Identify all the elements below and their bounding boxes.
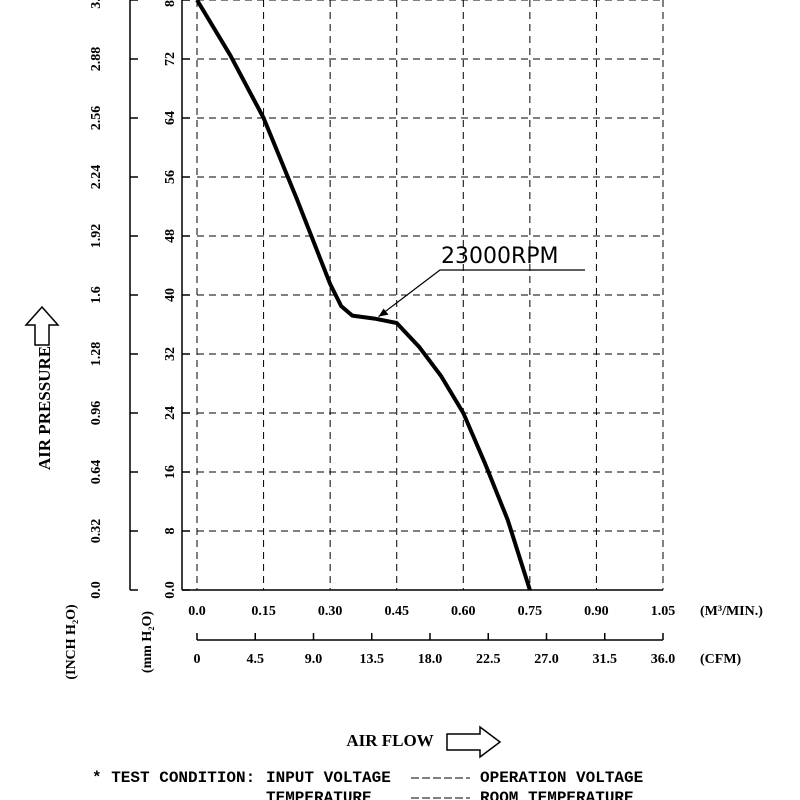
x-tick-label: 0.90 (584, 604, 609, 619)
x-tick-label: 0.60 (451, 604, 476, 619)
y-tick-label: 72 (163, 52, 178, 66)
y2-tick-label: 1.92 (89, 224, 104, 249)
x-axis-label: AIR FLOW (346, 731, 433, 750)
x2-tick-label: 0 (194, 652, 201, 667)
x2-tick-label: 4.5 (247, 652, 265, 667)
y-tick-label: 32 (163, 347, 178, 361)
y2-tick-label: 2.56 (89, 106, 104, 131)
x-tick-label: 0.30 (318, 604, 343, 619)
test-condition-label: * TEST CONDITION: (92, 769, 255, 787)
y-tick-label: 0.0 (163, 581, 178, 599)
y-tick-label: 80 (163, 0, 178, 7)
x2-tick-label: 36.0 (651, 652, 676, 667)
x-tick-label: 0.45 (384, 604, 409, 619)
annotation-leader (378, 269, 585, 318)
curve (195, 0, 532, 591)
y2-tick-label: 3.2 (89, 0, 104, 9)
test-condition-item: TEMPERATURE (266, 789, 372, 800)
y-unit: (mm H₂O) (140, 611, 155, 673)
y-tick-label: 40 (163, 288, 178, 302)
test-condition-item: INPUT VOLTAGE (266, 769, 391, 787)
y-tick-label: 16 (163, 465, 178, 479)
y-tick-label: 48 (163, 229, 178, 243)
y2-tick-label: 2.88 (89, 47, 104, 72)
y-tick-label: 24 (163, 406, 178, 420)
x2-tick-label: 9.0 (305, 652, 323, 667)
annotation-arrowhead (378, 308, 389, 317)
y-tick-label: 64 (163, 111, 178, 125)
test-condition-value: ROOM TEMPERATURE (480, 789, 634, 800)
y-tick-label: 8 (163, 528, 178, 535)
x2-tick-label: 22.5 (476, 652, 501, 667)
series-label: 23000RPM (441, 244, 559, 269)
x2-unit: (CFM) (700, 652, 742, 667)
x-unit: (M³/MIN.) (700, 604, 763, 619)
y-axis-label: AIR PRESSURE (35, 346, 54, 470)
right-arrow (446, 725, 502, 759)
up-arrow (24, 305, 60, 346)
y-tick-label: 56 (163, 170, 178, 184)
x2-tick-label: 31.5 (593, 652, 618, 667)
x2-tick-label: 18.0 (418, 652, 443, 667)
y2-tick-label: 0.32 (89, 519, 104, 544)
y2-tick-label: 0.0 (89, 581, 104, 599)
y2-unit: (INCH H₂O) (64, 604, 79, 680)
y2-tick-label: 1.6 (89, 286, 104, 304)
x-tick-label: 1.05 (651, 604, 676, 619)
y2-tick-label: 1.28 (89, 342, 104, 367)
x2-tick-label: 27.0 (534, 652, 559, 667)
x-tick-label: 0.15 (251, 604, 276, 619)
y2-tick-label: 2.24 (89, 165, 104, 190)
test-condition-value: OPERATION VOLTAGE (480, 769, 643, 787)
x-tick-label: 0.0 (188, 604, 206, 619)
x2-tick-label: 13.5 (360, 652, 385, 667)
y2-tick-label: 0.96 (89, 401, 104, 426)
x-tick-label: 0.75 (518, 604, 543, 619)
y2-tick-label: 0.64 (89, 460, 104, 485)
